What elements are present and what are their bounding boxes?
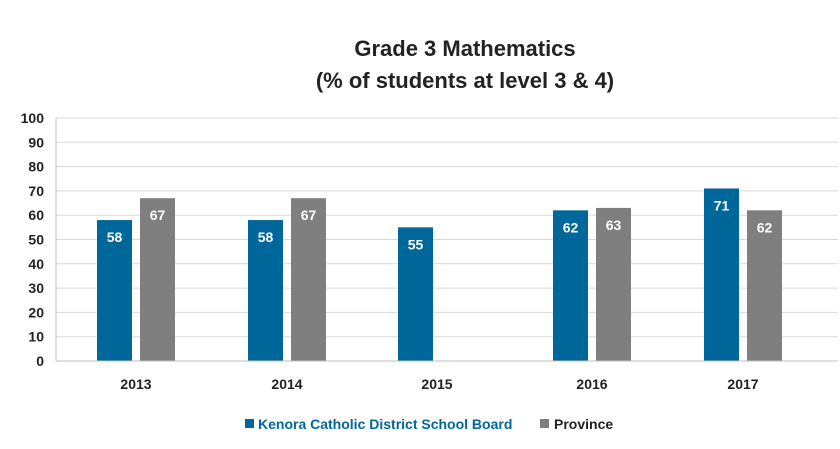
legend: Kenora Catholic District School Board Pro… bbox=[245, 416, 613, 432]
y-tick-label: 50 bbox=[28, 232, 44, 248]
bar-value-label: 58 bbox=[107, 229, 123, 245]
bars: 58 67 58 67 55 62 63 71 62 bbox=[97, 188, 782, 361]
x-tick-label: 2013 bbox=[120, 376, 151, 392]
legend-label-province: Province bbox=[554, 416, 613, 432]
bar-province-2013 bbox=[140, 198, 175, 361]
chart-title-line-1: Grade 3 Mathematics bbox=[354, 36, 575, 61]
bar-value-label: 55 bbox=[408, 236, 424, 252]
bar-value-label: 62 bbox=[757, 219, 773, 235]
y-tick-label: 80 bbox=[28, 159, 44, 175]
y-tick-label: 70 bbox=[28, 183, 44, 199]
bar-value-label: 62 bbox=[563, 219, 579, 235]
x-tick-label: 2014 bbox=[271, 376, 302, 392]
legend-label-board: Kenora Catholic District School Board bbox=[258, 416, 512, 432]
bar-province-2014 bbox=[291, 198, 326, 361]
bar-board-2015 bbox=[398, 227, 433, 361]
y-tick-label: 90 bbox=[28, 134, 44, 150]
bar-value-label: 58 bbox=[258, 229, 274, 245]
x-tick-label: 2015 bbox=[421, 376, 452, 392]
y-tick-label: 40 bbox=[28, 256, 44, 272]
y-tick-label: 100 bbox=[21, 110, 45, 126]
bar-board-2017 bbox=[704, 188, 739, 361]
bar-province-2017 bbox=[747, 210, 782, 361]
y-tick-label: 60 bbox=[28, 207, 44, 223]
legend-swatch-board bbox=[245, 419, 254, 428]
x-tick-label: 2017 bbox=[727, 376, 758, 392]
bar-board-2013 bbox=[97, 220, 132, 361]
bar-board-2014 bbox=[248, 220, 283, 361]
y-tick-label: 10 bbox=[28, 329, 44, 345]
bar-province-2016 bbox=[596, 207, 631, 361]
bar-value-label: 67 bbox=[301, 207, 317, 223]
legend-swatch-province bbox=[540, 419, 549, 428]
bar-value-label: 67 bbox=[150, 207, 166, 223]
y-axis: 0 10 20 30 40 50 60 70 80 90 100 bbox=[21, 110, 57, 369]
chart-title-line-2: (% of students at level 3 & 4) bbox=[316, 68, 614, 93]
y-tick-label: 20 bbox=[28, 304, 44, 320]
bar-value-label: 71 bbox=[714, 197, 730, 213]
bar-value-label: 63 bbox=[606, 217, 622, 233]
x-tick-label: 2016 bbox=[576, 376, 607, 392]
y-tick-label: 30 bbox=[28, 280, 44, 296]
y-tick-label: 0 bbox=[36, 353, 44, 369]
gridlines bbox=[56, 117, 838, 338]
bar-board-2016 bbox=[553, 210, 588, 361]
x-axis: 2013 2014 2015 2016 2017 bbox=[56, 360, 838, 392]
